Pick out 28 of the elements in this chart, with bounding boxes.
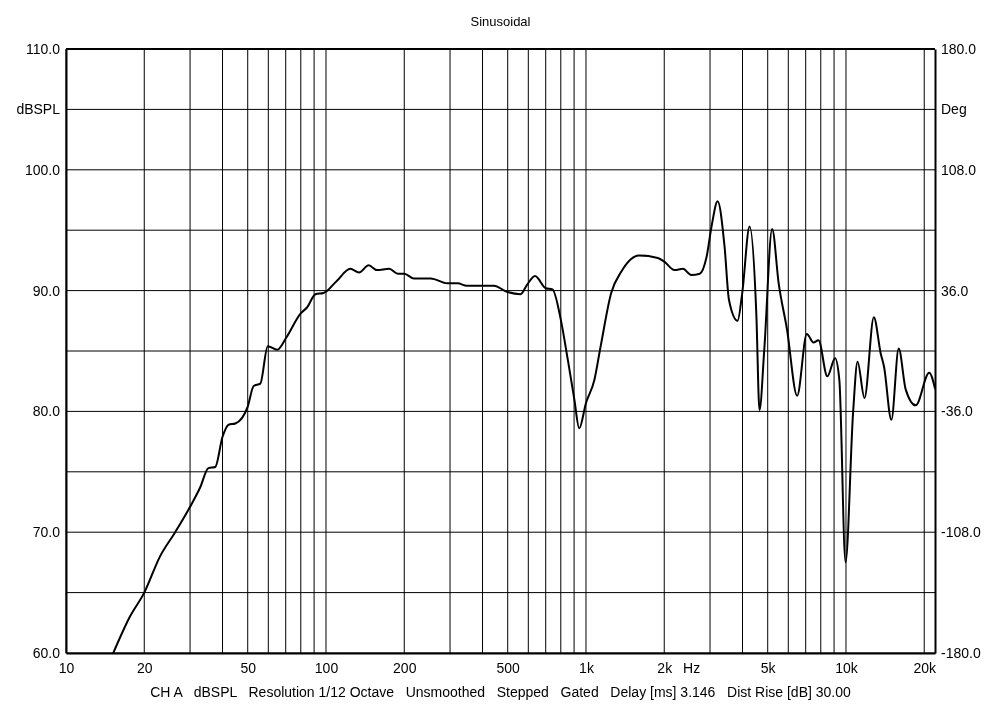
x-tick-label: 20k <box>913 659 938 676</box>
x-axis-title: Hz <box>683 660 701 676</box>
x-tick-label: 5k <box>760 659 777 676</box>
x-tick-label: 1k <box>579 659 595 676</box>
y2-tick-label: -108.0 <box>941 524 981 541</box>
y2-tick-label: 180.0 <box>941 40 977 57</box>
x-tick-label: 10 <box>58 659 75 676</box>
y-tick-label: 100.0 <box>24 161 61 178</box>
y2-tick-label: 108.0 <box>941 161 977 178</box>
text: CH A dBSPL Resolution 1/12 Octave Unsmoothed Stepped Gated Delay [ms] 3.146 Dist Rise [dB] 30.00 <box>150 684 852 700</box>
x-tick-label: 500 <box>496 659 521 676</box>
y-axis-title: dBSPL <box>16 101 61 118</box>
x-tick-label: 100 <box>314 659 339 676</box>
y-tick-label: 110.0 <box>26 40 61 57</box>
y2-axis-title: Deg <box>941 101 967 118</box>
x-tick-label: 200 <box>393 659 417 676</box>
x-tick-label: 50 <box>240 659 257 676</box>
x-tick-label: 2k <box>657 659 674 676</box>
x-tick-label: 10k <box>835 659 859 676</box>
y-tick-label: 60.0 <box>32 644 61 661</box>
y2-tick-label: -36.0 <box>941 403 974 420</box>
y-tick-label: 90.0 <box>32 282 61 299</box>
y2-tick-label: -180.0 <box>941 644 981 661</box>
chart-title: Sinusoidal <box>470 14 531 29</box>
y-tick-label: 70.0 <box>32 524 61 541</box>
y-tick-label: 80.0 <box>32 403 61 420</box>
y2-tick-label: 36.0 <box>941 282 969 299</box>
x-tick-label: 20 <box>136 659 153 676</box>
